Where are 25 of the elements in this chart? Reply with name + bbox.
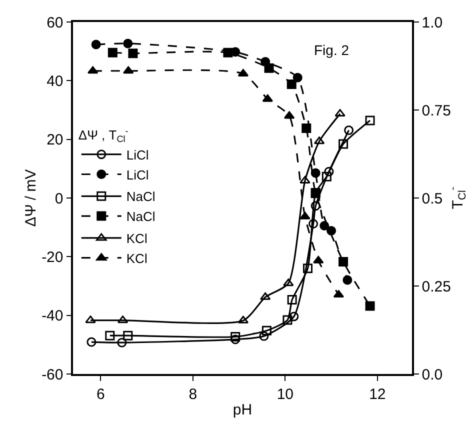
x-tick-label: 8 <box>188 386 198 403</box>
y-tick-label: -40 <box>42 308 64 325</box>
y-tick-label: -20 <box>42 248 64 266</box>
legend-label: NaCl <box>126 209 156 224</box>
y2-tick-label: 1.0 <box>422 14 443 32</box>
y2-tick-label: 0.75 <box>422 102 451 120</box>
y-axis-title: ΔΨ / mV <box>22 169 40 227</box>
legend-label: LiCl <box>126 167 149 182</box>
y-tick-label: -60 <box>42 366 64 384</box>
y2-tick-label: 0.25 <box>422 278 451 296</box>
legend-label: LiCl <box>126 147 149 162</box>
y-tick-label: 60 <box>46 14 64 32</box>
x-tick-label: 6 <box>96 386 105 403</box>
y-tick-label: 20 <box>46 132 64 149</box>
y-tick-label: 0 <box>54 190 64 208</box>
y2-tick-label: 0.0 <box>422 366 443 384</box>
x-tick-label: 10 <box>276 386 294 403</box>
y-tick-label: 40 <box>46 72 64 90</box>
legend-label: KCl <box>126 231 148 246</box>
annotation: Fig. 2 <box>314 42 350 58</box>
x-axis-title: pH <box>232 401 252 418</box>
y2-tick-label: 0.5 <box>422 190 443 208</box>
legend-label: NaCl <box>126 189 156 204</box>
legend-label: KCl <box>126 250 148 266</box>
x-tick-label: 12 <box>369 386 386 403</box>
